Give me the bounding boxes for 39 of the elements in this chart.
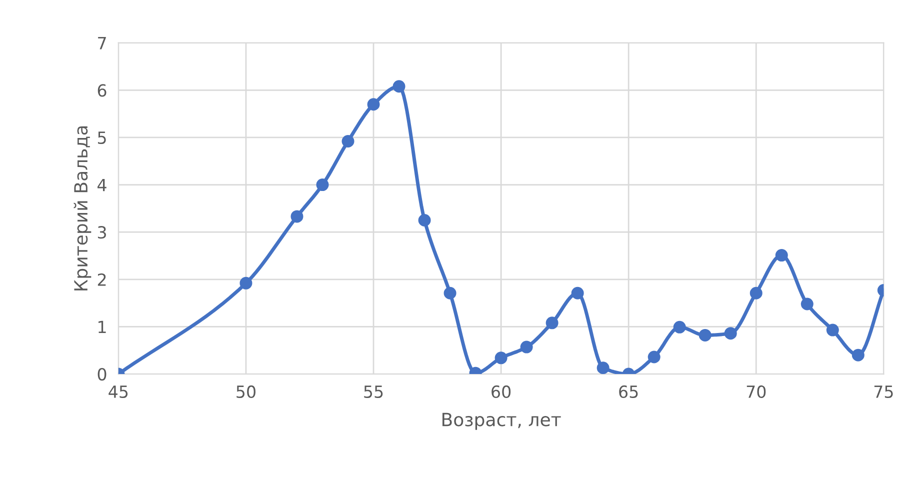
x-tick-label: 70 [746, 385, 766, 398]
point [418, 214, 431, 227]
point [444, 286, 456, 300]
y-tick-label: 7 [98, 37, 106, 50]
y-tick-label: 6 [98, 84, 106, 97]
x-tick-label: 55 [364, 386, 383, 398]
x-tick-label: 60 [492, 385, 511, 398]
x-axis-title: Возраст, лет [442, 412, 561, 430]
y-axis-title: Критерий Вальда [74, 126, 92, 290]
y-tick-label: 4 [98, 178, 106, 192]
point [392, 80, 406, 93]
point [826, 324, 839, 336]
point [800, 298, 814, 310]
point [290, 210, 304, 223]
point [316, 178, 329, 192]
y-tick-label: 2 [98, 273, 106, 286]
point [342, 135, 354, 148]
y-tick-label: 3 [98, 226, 106, 239]
point [724, 327, 737, 340]
point [571, 286, 584, 300]
point [852, 348, 864, 362]
x-tick-label: 45 [108, 386, 128, 398]
point [673, 320, 686, 334]
point [775, 249, 788, 262]
y-tick-label: 5 [98, 132, 106, 144]
x-tick-label: 65 [619, 385, 638, 398]
point [494, 352, 508, 364]
point [698, 328, 712, 342]
point [596, 362, 610, 374]
point [520, 340, 533, 354]
point [240, 276, 252, 290]
point [546, 316, 558, 330]
x-tick-label: 75 [874, 386, 893, 398]
point [367, 98, 380, 111]
x-tick-label: 50 [236, 385, 256, 398]
point [750, 286, 762, 300]
y-tick-label: 0 [98, 368, 106, 381]
y-tick-label: 1 [98, 320, 106, 334]
point [648, 350, 660, 364]
